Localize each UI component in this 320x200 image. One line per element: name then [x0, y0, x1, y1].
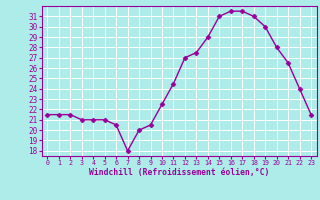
X-axis label: Windchill (Refroidissement éolien,°C): Windchill (Refroidissement éolien,°C): [89, 168, 269, 177]
